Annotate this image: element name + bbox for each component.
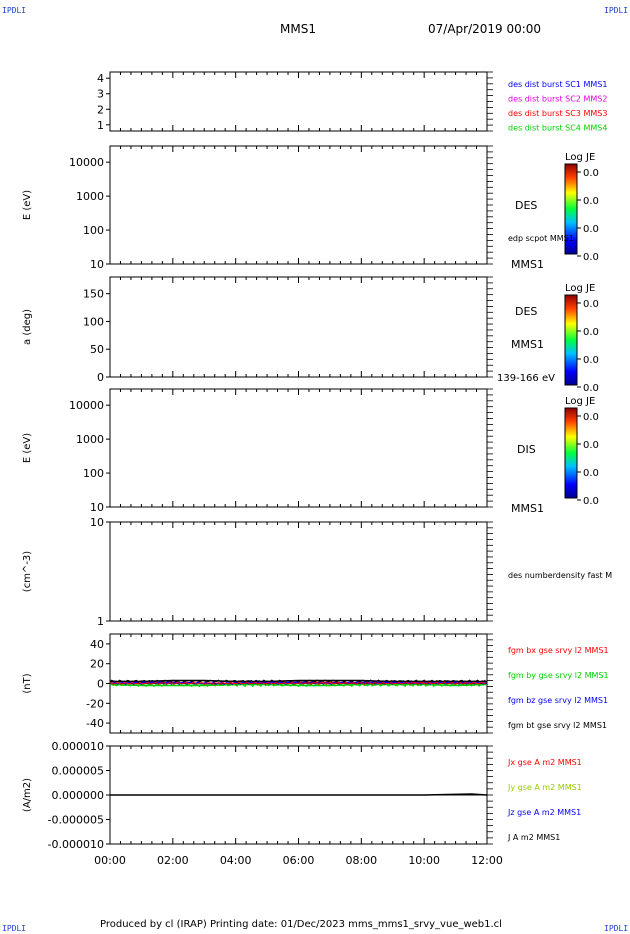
colorbar-title: Log JE <box>565 283 595 294</box>
colorbar-tick-label: 0.0 <box>583 196 599 207</box>
corner-label-bottom-right: IPDLI <box>604 924 629 933</box>
side-label-spacecraft: MMS1 <box>511 502 544 515</box>
legend-entry: fgm bx gse srvy l2 MMS1 <box>508 646 609 655</box>
y-tick-label: -0.000005 <box>48 814 104 827</box>
legend-entry: J A m2 MMS1 <box>507 833 560 842</box>
colorbar-tick-label: 0.0 <box>583 224 599 235</box>
colorbar-tick-label: 0.0 <box>583 412 599 423</box>
y-tick-label: 1 <box>97 119 104 132</box>
y-tick-label: 1000 <box>76 190 104 203</box>
panel-frame-dis-energy-spectrogram <box>109 388 488 508</box>
series-noise <box>109 681 486 686</box>
y-axis-label: (A/m2) <box>22 778 33 812</box>
colorbar-tick-label: 0.0 <box>583 299 599 310</box>
legend-entry: fgm bz gse srvy l2 MMS1 <box>508 696 608 705</box>
legend-entry: des dist burst SC2 MMS2 <box>508 95 607 104</box>
spacecraft-title: MMS1 <box>280 22 316 36</box>
panel-frame-density <box>109 521 488 622</box>
x-tick-label: 00:00 <box>94 854 126 867</box>
colorbar-tick-label: 0.0 <box>583 327 599 338</box>
legend-entry: des numberdensity fast M <box>508 571 612 580</box>
colorbar-tick-label: 0.0 <box>583 496 599 507</box>
panel-frame-burst-availability <box>109 71 488 132</box>
x-tick-label: 08:00 <box>345 854 377 867</box>
legend-entry: fgm bt gse srvy l2 MMS1 <box>508 721 607 730</box>
colorbar-tick-label: 0.0 <box>583 440 599 451</box>
y-tick-label: 10000 <box>69 399 104 412</box>
side-label-spacecraft: MMS1 <box>511 258 544 271</box>
corner-label-bottom-left: IPDLI <box>2 924 27 933</box>
colorbar-title: Log JE <box>565 396 595 407</box>
panel-frame-des-energy-spectrogram <box>109 145 488 265</box>
legend-entry: Jx gse A m2 MMS1 <box>507 758 582 767</box>
y-axis-label: E (eV) <box>22 190 33 220</box>
colorbar <box>564 407 578 499</box>
colorbar-tick-label: 0.0 <box>583 468 599 479</box>
colorbar <box>564 294 578 386</box>
legend-entry: fgm by gse srvy l2 MMS1 <box>508 671 609 680</box>
y-tick-label: 50 <box>90 343 104 356</box>
side-label-scpot: edp scpot MMS1 <box>508 234 574 243</box>
y-axis-label: E (eV) <box>22 433 33 463</box>
corner-label-top-right: IPDLI <box>604 6 629 15</box>
y-tick-label: 40 <box>90 638 104 651</box>
colorbar-tick-label: 0.0 <box>583 168 599 179</box>
y-tick-label: -40 <box>86 717 104 730</box>
y-tick-label: 100 <box>83 224 104 237</box>
colorbar-tick-label: 0.0 <box>583 355 599 366</box>
y-axis-label: a (deg) <box>22 309 33 345</box>
y-tick-label: 100 <box>83 467 104 480</box>
colorbar-title: Log JE <box>565 152 595 163</box>
x-tick-label: 06:00 <box>283 854 315 867</box>
side-label-spacecraft: MMS1 <box>511 338 544 351</box>
y-axis-label: (cm^-3) <box>22 551 33 592</box>
legend-entry: Jz gse A m2 MMS1 <box>507 808 581 817</box>
footer-credits: Produced by cl (IRAP) Printing date: 01/… <box>100 919 502 930</box>
legend-entry: des dist burst SC4 MMS4 <box>508 124 607 133</box>
side-label-instrument: DIS <box>517 443 536 456</box>
series-noise <box>109 679 486 683</box>
y-tick-label: 0 <box>97 678 104 691</box>
date-title: 07/Apr/2019 00:00 <box>428 22 542 36</box>
y-tick-label: 10 <box>90 501 104 514</box>
y-tick-label: -0.000010 <box>48 838 104 851</box>
colorbar-tick-label: 0.0 <box>583 383 599 394</box>
y-tick-label: -20 <box>86 697 104 710</box>
y-tick-label: 2 <box>97 103 104 116</box>
y-tick-label: 10 <box>90 258 104 271</box>
legend-entry: Jy gse A m2 MMS1 <box>507 783 582 792</box>
corner-label-top-left: IPDLI <box>2 6 27 15</box>
x-tick-label: 04:00 <box>220 854 252 867</box>
y-axis-label: (nT) <box>22 673 33 693</box>
side-label-instrument: DES <box>515 305 537 318</box>
x-tick-label: 10:00 <box>408 854 440 867</box>
panel-frame-des-pitch-angle <box>109 276 488 378</box>
x-tick-label: 12:00 <box>471 854 503 867</box>
side-label-instrument: DES <box>515 199 537 212</box>
y-tick-label: 10 <box>90 516 104 529</box>
legend-entry: des dist burst SC3 MMS3 <box>508 109 607 118</box>
y-tick-label: 3 <box>97 88 104 101</box>
y-tick-label: 100 <box>83 315 104 328</box>
y-tick-label: 150 <box>83 288 104 301</box>
y-tick-label: 0 <box>97 371 104 384</box>
y-tick-label: 4 <box>97 72 104 85</box>
y-tick-label: 1 <box>97 615 104 628</box>
y-tick-label: 1000 <box>76 433 104 446</box>
colorbar <box>564 163 578 255</box>
y-tick-label: 0.000005 <box>52 765 105 778</box>
y-tick-label: 0.000000 <box>52 789 105 802</box>
y-tick-label: 0.000010 <box>52 740 105 753</box>
x-tick-label: 02:00 <box>157 854 189 867</box>
colorbar-tick-label: 0.0 <box>583 252 599 263</box>
y-tick-label: 10000 <box>69 156 104 169</box>
legend-entry: des dist burst SC1 MMS1 <box>508 80 607 89</box>
y-tick-label: 20 <box>90 658 104 671</box>
side-label-energy-range: 139-166 eV <box>497 373 555 384</box>
